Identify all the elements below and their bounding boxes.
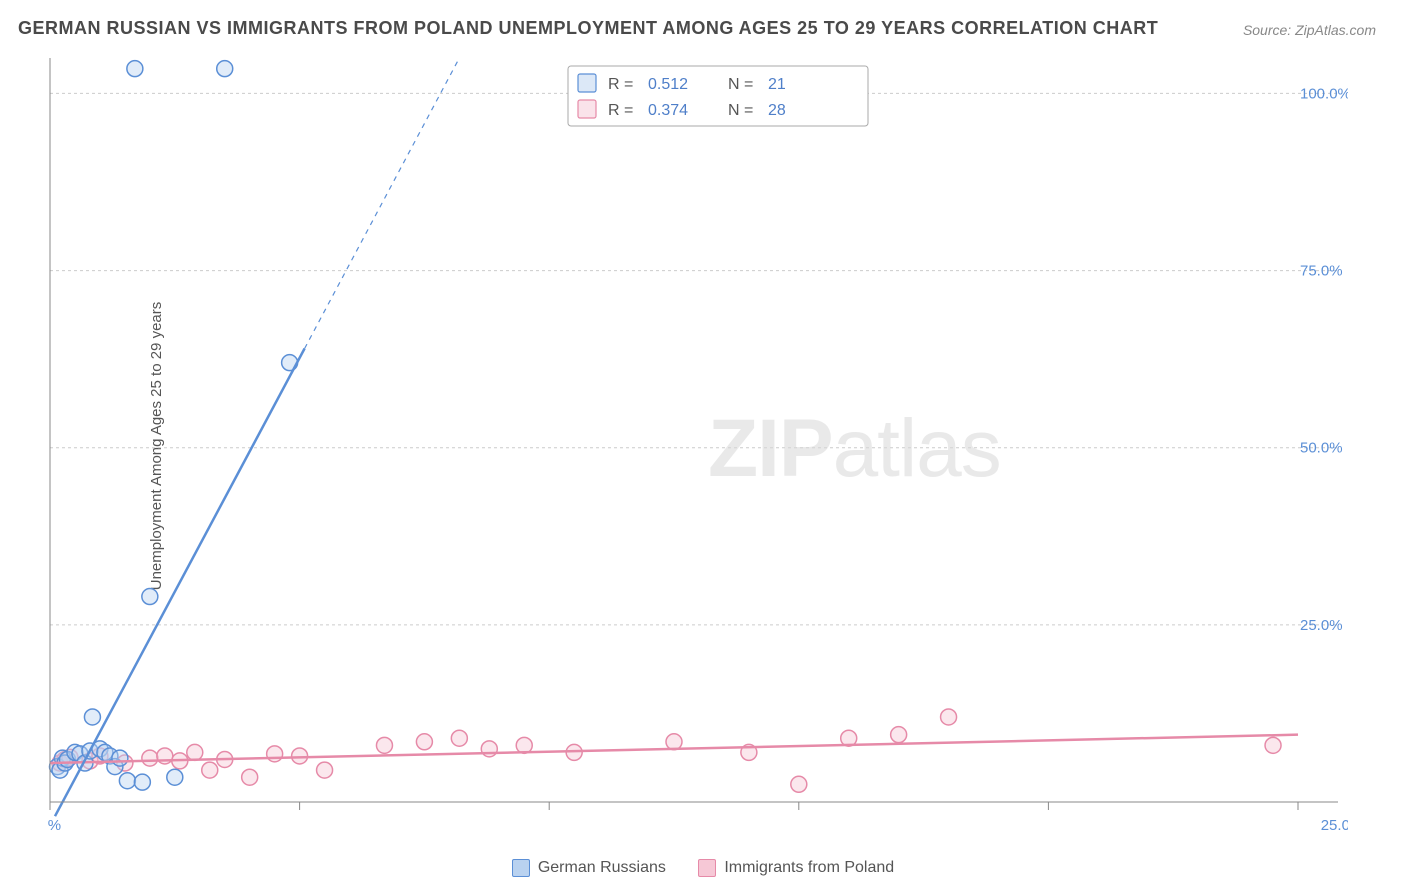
bottom-legend: German Russians Immigrants from Poland (0, 859, 1406, 882)
chart-title: GERMAN RUSSIAN VS IMMIGRANTS FROM POLAND… (18, 18, 1158, 39)
y-tick-label: 25.0% (1300, 617, 1343, 634)
svg-text:0.374: 0.374 (648, 102, 688, 119)
source-attribution: Source: ZipAtlas.com (1243, 22, 1376, 38)
y-tick-label: 75.0% (1300, 263, 1343, 280)
legend-label-blue: German Russians (538, 859, 666, 877)
legend-swatch-blue (512, 859, 530, 877)
legend-item-blue: German Russians (512, 859, 666, 877)
x-tick-label: 0.0% (48, 817, 61, 834)
legend-label-pink: Immigrants from Poland (724, 859, 894, 877)
svg-text:N =: N = (728, 76, 753, 93)
svg-text:N =: N = (728, 102, 753, 119)
x-tick-label: 25.0% (1321, 817, 1348, 834)
y-tick-label: 50.0% (1300, 440, 1343, 457)
svg-text:0.512: 0.512 (648, 76, 688, 93)
scatter-plot: ZIPatlas 0.0% 25.0% 25.0% 50.0% 75.0% 100.0% R … (48, 56, 1348, 836)
chart-svg: ZIPatlas 0.0% 25.0% 25.0% 50.0% 75.0% 100.0% R … (48, 56, 1348, 836)
y-tick-label: 100.0% (1300, 85, 1348, 102)
svg-text:28: 28 (768, 102, 786, 119)
svg-text:ZIPatlas: ZIPatlas (708, 403, 1001, 494)
legend-swatch-pink (698, 859, 716, 877)
svg-text:R =: R = (608, 76, 633, 93)
svg-text:R =: R = (608, 102, 633, 119)
legend-item-pink: Immigrants from Poland (698, 859, 894, 877)
svg-text:21: 21 (768, 76, 786, 93)
